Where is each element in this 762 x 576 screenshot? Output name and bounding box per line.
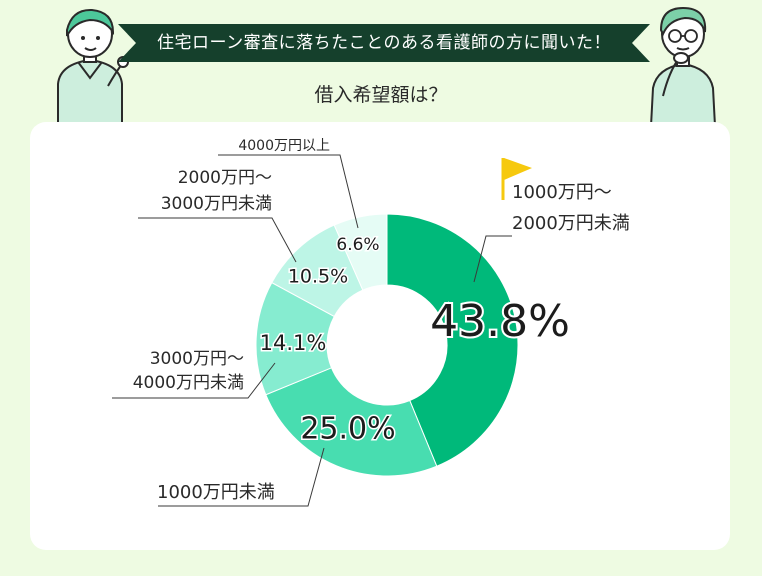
category-label-3-line-1: 3000万円〜 [150, 349, 244, 369]
leader-line-2 [158, 447, 325, 507]
value-label-4: 10.5% [288, 266, 348, 288]
question-title: 借入希望額は？ [314, 84, 448, 106]
category-label-1-line-1: 1000万円〜 [512, 182, 612, 203]
value-label-3: 14.1% [260, 331, 327, 355]
category-label-4-line-1: 2000万円〜 [178, 168, 272, 188]
nurse-pointing-icon [57, 8, 129, 124]
donut-slice-1 [386, 213, 519, 467]
donut-slice-5 [333, 213, 388, 291]
value-label-1: 43.8% [430, 296, 570, 347]
banner-shape [118, 24, 650, 62]
category-label-2-line-1: 1000万円未満 [157, 482, 275, 503]
value-label-5: 6.6% [336, 235, 379, 255]
leader-line-3 [112, 362, 276, 399]
man-thinking-icon [649, 6, 717, 126]
category-label-1-line-2: 2000万円未満 [512, 213, 630, 234]
leader-line-4 [138, 217, 297, 263]
category-label-3-line-2: 4000万円未満 [133, 373, 244, 393]
value-label-2: 25.0% [300, 412, 395, 447]
header-banner: 住宅ローン審査に落ちたことのある看護師の方に聞いた！ [118, 24, 650, 62]
chart-card [30, 122, 730, 550]
category-label-4-line-2: 3000万円未満 [161, 194, 272, 214]
leader-line-5 [218, 154, 359, 229]
flag-icon [501, 158, 532, 200]
category-label-5-line-1: 4000万円以上 [238, 138, 330, 154]
donut-slice-2 [265, 367, 438, 477]
banner-title: 住宅ローン審査に落ちたことのある看護師の方に聞いた！ [157, 33, 611, 53]
leader-line-1 [473, 235, 512, 283]
